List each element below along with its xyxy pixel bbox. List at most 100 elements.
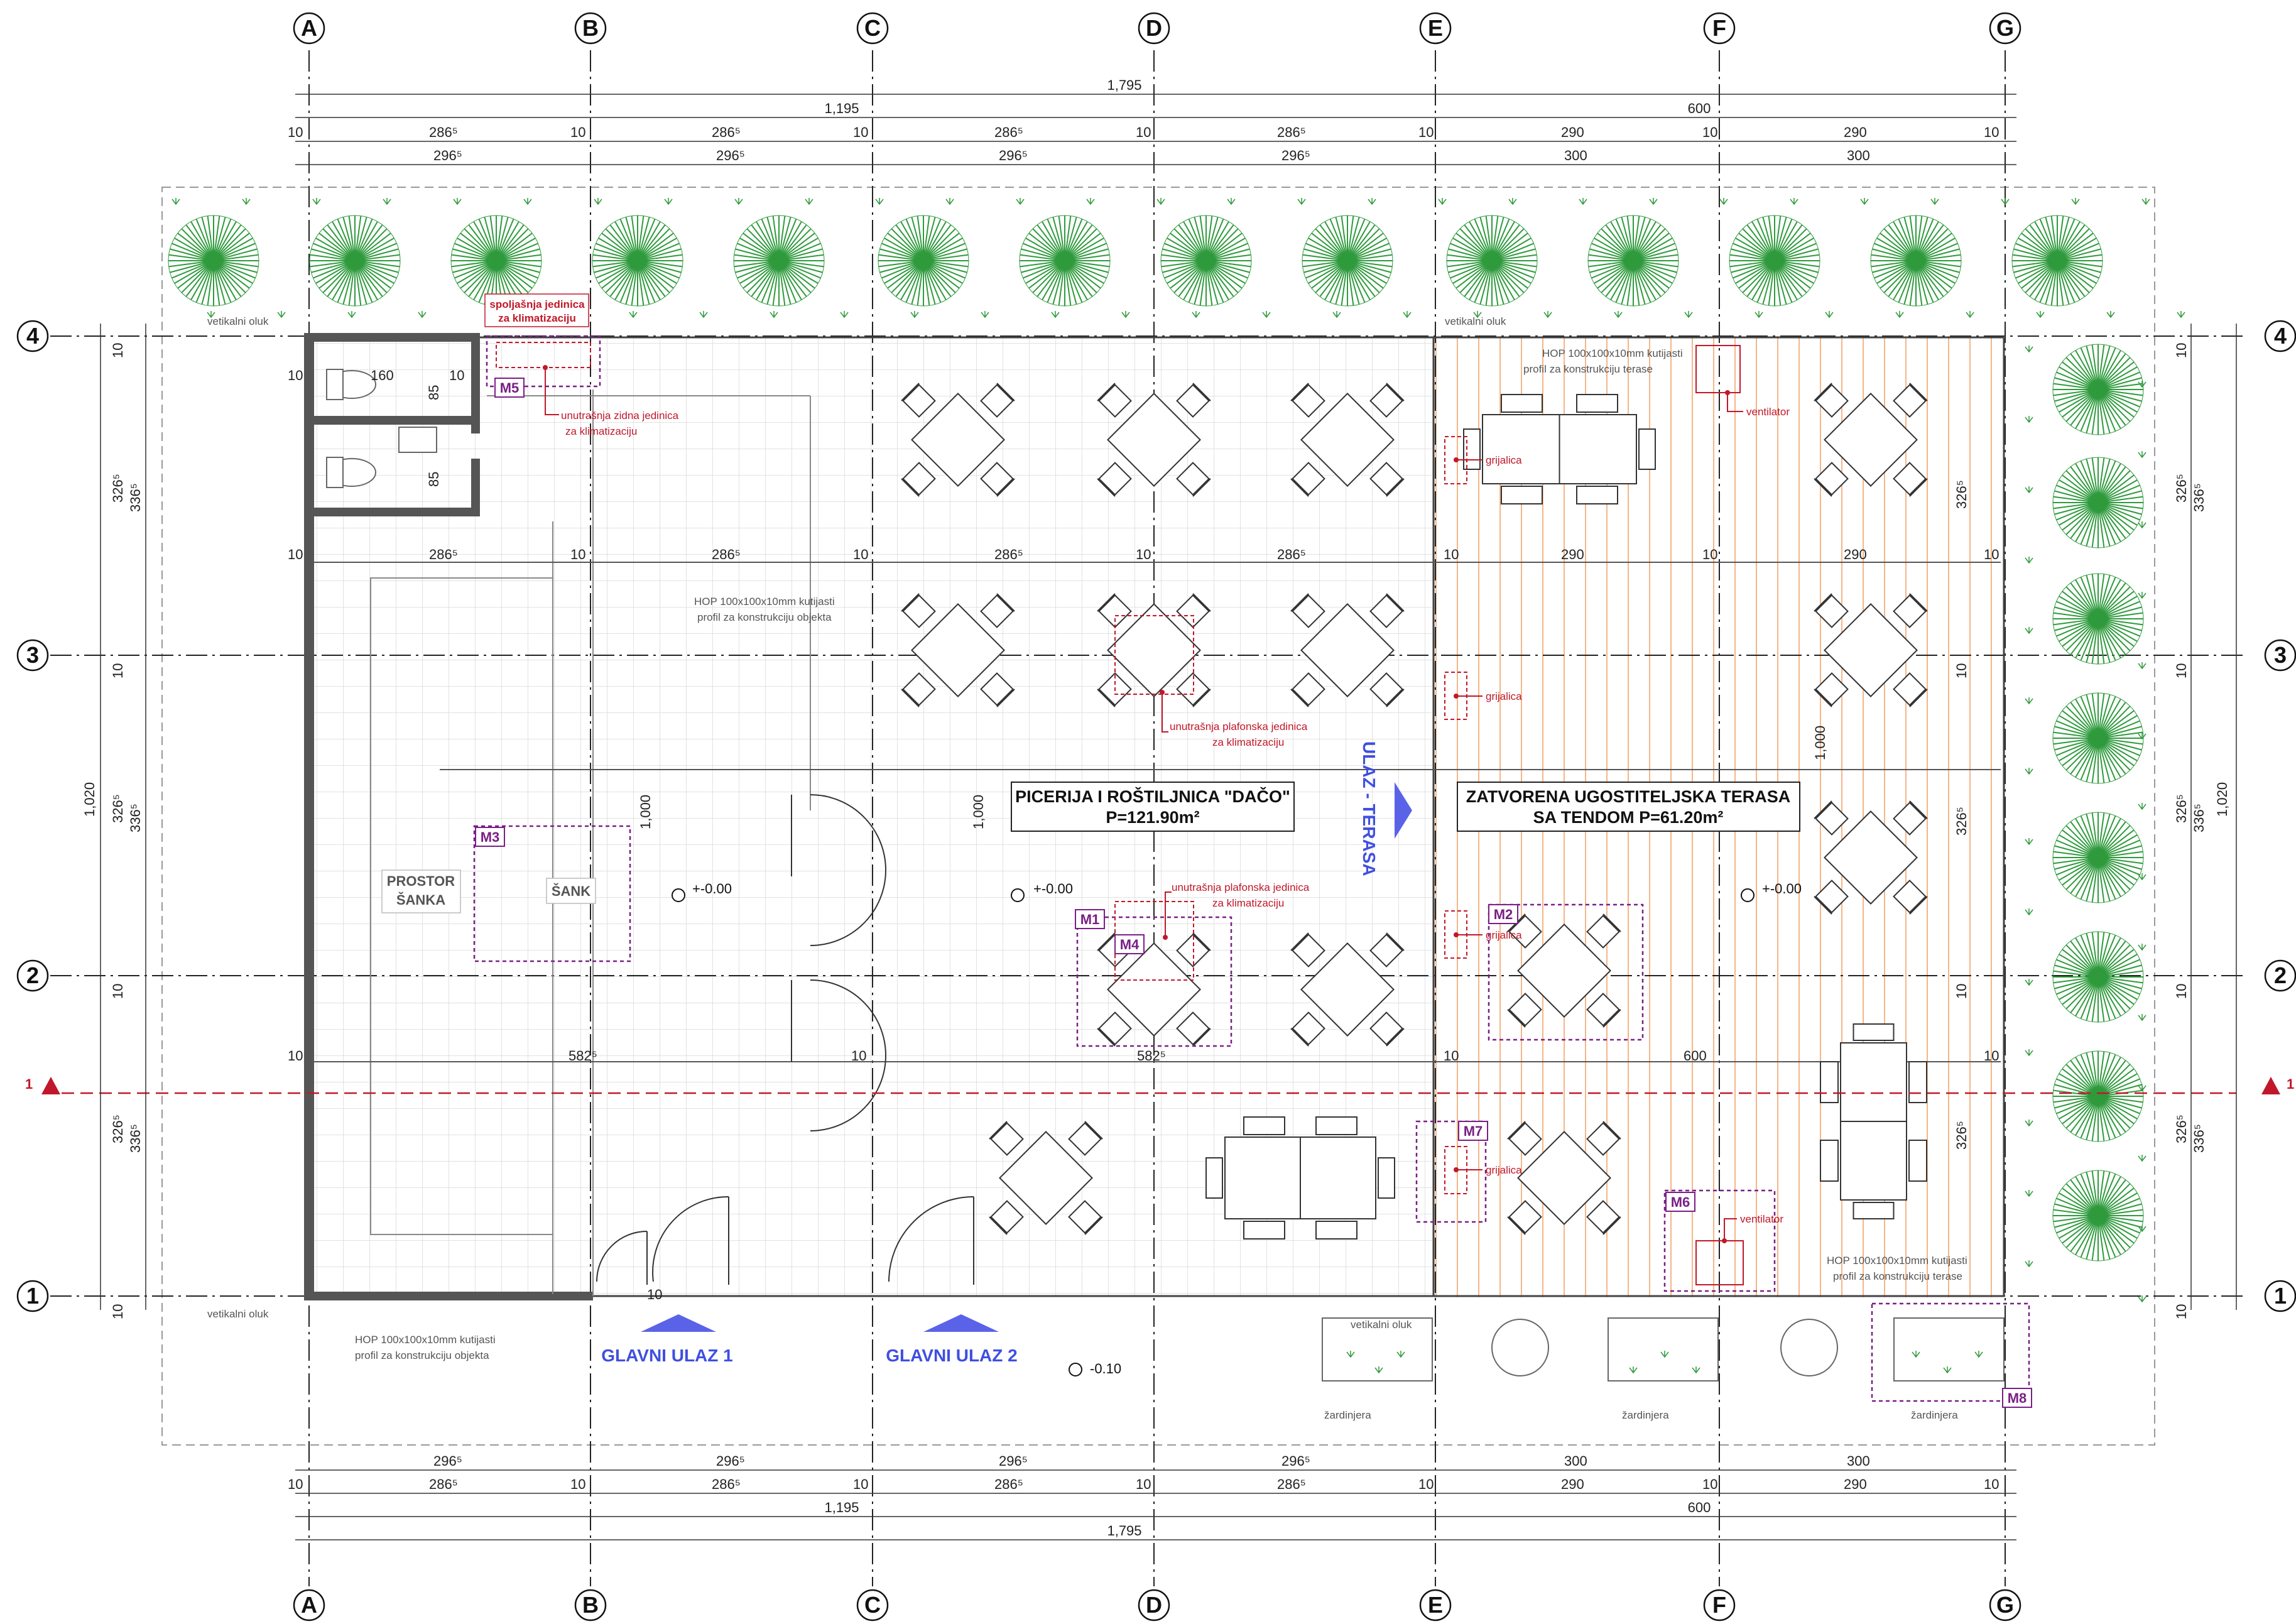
svg-text:290: 290: [1844, 547, 1867, 562]
tree-top-7: [1019, 215, 1111, 307]
svg-text:286⁵: 286⁵: [1277, 124, 1306, 140]
grass-marks: [171, 198, 2185, 1374]
svg-text:10: 10: [288, 547, 303, 562]
svg-text:M4: M4: [1120, 937, 1140, 952]
tree-top-6: [878, 215, 969, 307]
svg-text:10: 10: [1984, 547, 1999, 562]
heater-note-3: grijalica: [1486, 929, 1522, 941]
marker-m8: M8: [2002, 1388, 2032, 1408]
svg-text:286⁵: 286⁵: [994, 547, 1023, 562]
hop-terrace-note-bottom-2: profil za konstrukciju terase: [1833, 1270, 1962, 1282]
svg-text:326⁵: 326⁵: [110, 794, 126, 823]
svg-text:3: 3: [2274, 642, 2287, 668]
hop-object-note-1: HOP 100x100x10mm kutijasti: [355, 1334, 496, 1346]
bar-label-box: [546, 878, 596, 904]
svg-text:10: 10: [1984, 1048, 1999, 1064]
hop-object-note-mid-1: HOP 100x100x10mm kutijasti: [694, 596, 835, 608]
svg-text:300: 300: [1564, 1453, 1587, 1469]
dim-height-left: 1,020: [82, 782, 97, 817]
trees: [168, 215, 2144, 1262]
svg-text:10: 10: [1954, 663, 1969, 678]
svg-text:286⁵: 286⁵: [994, 1476, 1023, 1492]
grid-bubble-c-bottom: C: [856, 1589, 889, 1621]
grid-bubble-row-1-right: 1: [2264, 1280, 2296, 1312]
svg-text:326⁵: 326⁵: [2174, 474, 2189, 503]
svg-text:1: 1: [2274, 1283, 2287, 1309]
ac-dots: [543, 365, 1730, 1243]
ac-wall-note-2: za klimatizaciju: [565, 425, 637, 437]
svg-text:10: 10: [1136, 124, 1151, 140]
svg-text:D: D: [1146, 15, 1162, 41]
grid-bubble-a-top: A: [293, 12, 325, 45]
svg-text:2: 2: [26, 962, 39, 988]
entry-arrow-2: [923, 1314, 999, 1332]
svg-text:286⁵: 286⁵: [1277, 547, 1306, 562]
doors: [596, 794, 974, 1285]
svg-text:10: 10: [1702, 1476, 1717, 1492]
svg-text:B: B: [582, 15, 599, 41]
svg-text:1: 1: [26, 1283, 39, 1309]
dim-texts-vertical: 1,020 336⁵ 326⁵ 10 336⁵ 326⁵ 10 336⁵ 326…: [82, 343, 2230, 1319]
svg-text:M5: M5: [500, 380, 520, 396]
svg-text:10: 10: [110, 343, 126, 358]
svg-text:296⁵: 296⁵: [433, 148, 462, 163]
svg-text:296⁵: 296⁵: [999, 148, 1028, 163]
section-label-left: 1: [25, 1076, 33, 1092]
svg-text:M1: M1: [1080, 912, 1100, 927]
grid-bubble-row-4-right: 4: [2264, 320, 2296, 352]
gutter-note-top-left: vetikalni oluk: [207, 315, 269, 327]
planter-note-3: žardinjera: [1911, 1409, 1958, 1421]
dim-total-top: 1,795: [1107, 77, 1141, 93]
table-set-6: [1290, 593, 1405, 707]
svg-text:336⁵: 336⁵: [128, 804, 143, 832]
svg-text:10: 10: [853, 1476, 868, 1492]
svg-text:290: 290: [1844, 1476, 1867, 1492]
svg-text:D: D: [1146, 1592, 1162, 1618]
svg-text:290: 290: [1561, 124, 1584, 140]
svg-text:B: B: [582, 1592, 599, 1618]
svg-text:M6: M6: [1671, 1194, 1690, 1210]
svg-text:286⁵: 286⁵: [712, 547, 741, 562]
terrace-title: ZATVORENA UGOSTITELJSKA TERASA: [1466, 787, 1791, 806]
grid-bubble-row-4-left: 4: [16, 320, 49, 352]
svg-text:85: 85: [426, 385, 442, 400]
svg-text:E: E: [1428, 1592, 1443, 1618]
svg-text:296⁵: 296⁵: [1281, 1453, 1310, 1469]
svg-text:296⁵: 296⁵: [1281, 148, 1310, 163]
svg-text:1,000: 1,000: [1812, 726, 1828, 760]
dim-left-block-bottom: 1,195: [824, 1500, 859, 1515]
svg-text:326⁵: 326⁵: [2174, 794, 2189, 823]
svg-text:336⁵: 336⁵: [2191, 483, 2207, 512]
table-set-7: [1097, 932, 1211, 1047]
level-outside: -0.10: [1090, 1361, 1121, 1376]
svg-text:10: 10: [110, 984, 126, 999]
svg-text:C: C: [864, 15, 881, 41]
terrace-title-box: [1457, 782, 1800, 832]
svg-text:290: 290: [1561, 547, 1584, 562]
section-arrow-left: [41, 1077, 60, 1094]
svg-text:10: 10: [288, 1476, 303, 1492]
svg-text:10: 10: [2174, 663, 2189, 678]
svg-text:10: 10: [288, 368, 303, 383]
section-label-right: 1: [2287, 1076, 2294, 1092]
svg-text:296⁵: 296⁵: [716, 1453, 745, 1469]
heater-note-1: grijalica: [1486, 454, 1522, 466]
svg-text:G: G: [1996, 1592, 2014, 1618]
table-set-3: [1290, 383, 1405, 497]
ac-ceiling-note-3: unutrašnja plafonska jedinica: [1172, 881, 1310, 893]
svg-text:296⁵: 296⁵: [716, 148, 745, 163]
long-table-terrace-2: [1820, 1023, 1927, 1219]
svg-text:4: 4: [2274, 323, 2287, 349]
svg-text:290: 290: [1561, 1476, 1584, 1492]
svg-text:326⁵: 326⁵: [1954, 480, 1969, 509]
svg-text:10: 10: [2174, 984, 2189, 999]
svg-text:326⁵: 326⁵: [110, 474, 126, 503]
site-boundary: [161, 187, 2155, 1446]
dim-texts-interior: 10 160 10 10 286⁵ 10 286⁵ 10 286⁵ 10 286…: [288, 368, 1999, 1302]
marker-m1: M1: [1075, 909, 1105, 929]
grid-bubble-row-1-left: 1: [16, 1280, 49, 1312]
tree-top-11: [1587, 215, 1679, 307]
svg-text:296⁵: 296⁵: [433, 1453, 462, 1469]
svg-text:10: 10: [2174, 1304, 2189, 1319]
